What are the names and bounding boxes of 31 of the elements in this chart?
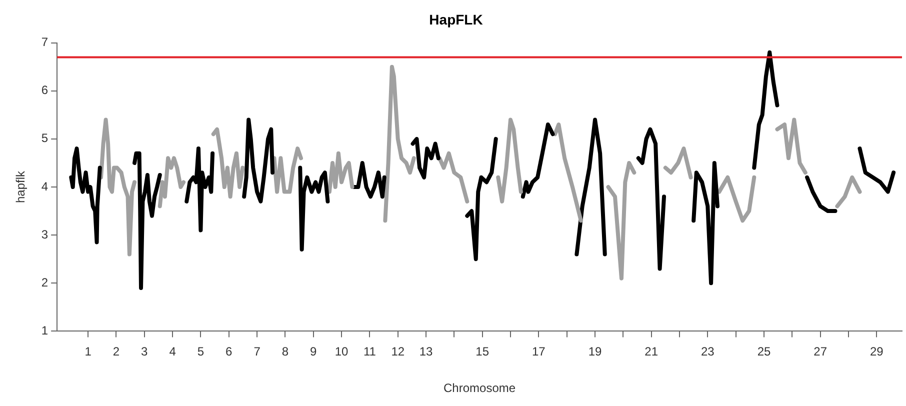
x-tick-label: 4: [169, 344, 176, 359]
y-tick-label: 3: [41, 227, 48, 242]
y-tick-label: 6: [41, 83, 48, 98]
x-tick-label: 15: [476, 344, 490, 359]
x-tick-label: 10: [334, 344, 349, 359]
x-tick-label: 7: [254, 344, 261, 359]
x-tick-label: 1: [84, 344, 92, 359]
x-tick-label: 27: [814, 344, 828, 359]
x-tick-label: 12: [391, 344, 405, 359]
y-tick-label: 4: [41, 179, 48, 194]
x-tick-label: 13: [419, 344, 434, 359]
x-tick-label: 3: [141, 344, 148, 359]
x-tick-label: 25: [757, 344, 771, 359]
y-tick-label: 1: [41, 324, 48, 338]
y-tick-label: 5: [41, 131, 48, 146]
x-tick-label: 21: [644, 344, 658, 359]
y-tick-label: 7: [41, 35, 48, 50]
x-tick-label: 5: [197, 344, 204, 359]
x-axis-title: Chromosome: [444, 381, 516, 396]
x-tick-label: 11: [363, 344, 376, 359]
chart-title: HapFLK: [429, 11, 483, 28]
x-tick-label: 6: [226, 344, 233, 359]
y-tick-label: 2: [41, 275, 48, 290]
x-tick-label: 19: [588, 344, 602, 359]
x-tick-label: 2: [112, 344, 120, 359]
x-tick-label: 9: [310, 344, 318, 359]
x-tick-label: 17: [532, 344, 546, 359]
x-tick-label: 8: [282, 344, 289, 359]
x-tick-label: 23: [700, 344, 715, 359]
y-axis-title: hapflk: [14, 170, 28, 204]
x-tick-label: 29: [870, 344, 884, 359]
